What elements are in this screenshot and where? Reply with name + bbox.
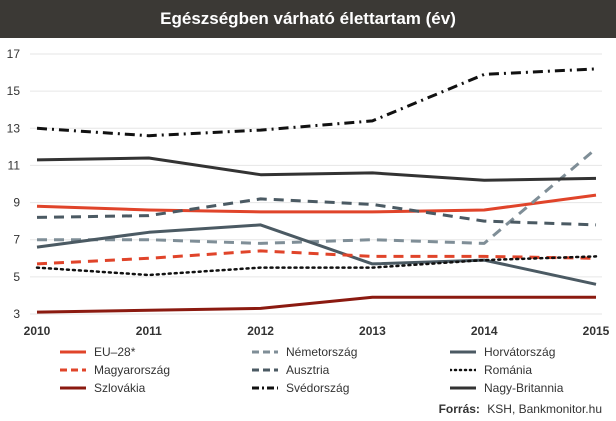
- chart-title-bar: Egészségben várható élettartam (év): [0, 0, 616, 38]
- legend-swatch: [60, 350, 86, 354]
- series-line-8: [36, 67, 597, 138]
- series-line-5: [36, 197, 597, 227]
- x-tick-label: 2010: [24, 324, 51, 338]
- grid-lines: [30, 53, 602, 315]
- legend-label: Németország: [286, 345, 358, 359]
- series-line-4: [36, 249, 597, 266]
- line-chart: 3 5 7 9 11 13 15 17 2010 2011 2012 2013 2014 2015: [7, 47, 610, 338]
- chart-title: Egészségben várható élettartam (év): [160, 9, 456, 28]
- legend-item: Horvátország: [450, 345, 555, 359]
- legend-label: Románia: [484, 363, 533, 377]
- x-tick-label: 2012: [247, 324, 274, 338]
- legend-item: EU–28*: [60, 345, 135, 359]
- y-tick-label: 11: [8, 158, 21, 172]
- legend-item: Németország: [252, 345, 357, 359]
- x-tick-label: 2015: [583, 324, 610, 338]
- y-tick-label: 17: [7, 47, 21, 61]
- x-tick-label: 2014: [471, 324, 498, 338]
- legend: EU–28* Németország Horvátország Magyarorszá…: [0, 345, 616, 400]
- y-tick-label: 13: [7, 121, 21, 135]
- legend-label: Magyarország: [94, 363, 171, 377]
- legend-label: EU–28*: [94, 345, 136, 359]
- y-tick-label: 5: [13, 270, 20, 284]
- legend-item: Svédország: [252, 381, 349, 395]
- legend-label: Horvátország: [484, 345, 556, 359]
- y-tick-label: 3: [13, 307, 20, 321]
- y-tick-label: 9: [13, 196, 20, 210]
- legend-swatch: [252, 350, 278, 354]
- legend-label: Svédország: [286, 381, 350, 395]
- series-line-9: [36, 156, 597, 182]
- legend-swatch: [450, 368, 476, 372]
- source-note: Forrás: KSH, Bankmonitor.hu: [439, 402, 602, 416]
- legend-swatch: [60, 368, 86, 372]
- source-label: Forrás:: [438, 402, 480, 416]
- legend-swatch: [450, 386, 476, 390]
- series-line-2: [37, 147, 597, 245]
- y-axis-ticks: 3 5 7 9 11 13 15 17: [7, 47, 21, 321]
- series-line-1: [36, 193, 597, 214]
- series-lines: [35, 67, 598, 314]
- legend-item: Románia: [450, 363, 532, 377]
- y-tick-label: 15: [7, 84, 21, 98]
- legend-item: Szlovákia: [60, 381, 145, 395]
- legend-label: Szlovákia: [94, 381, 146, 395]
- legend-item: Ausztria: [252, 363, 329, 377]
- legend-swatch: [252, 368, 278, 372]
- y-tick-label: 7: [13, 233, 20, 247]
- legend-label: Nagy-Britannia: [484, 381, 564, 395]
- series-line-7: [36, 295, 596, 314]
- source-text: KSH, Bankmonitor.hu: [487, 402, 602, 416]
- legend-swatch: [252, 386, 278, 390]
- legend-label: Ausztria: [286, 363, 330, 377]
- x-axis-ticks: 2010 2011 2012 2013 2014 2015: [24, 324, 610, 338]
- x-tick-label: 2011: [136, 324, 162, 338]
- legend-swatch: [450, 350, 476, 354]
- legend-item: Magyarország: [60, 363, 170, 377]
- series-line-3: [36, 223, 597, 286]
- x-tick-label: 2013: [359, 324, 386, 338]
- legend-item: Nagy-Britannia: [450, 381, 563, 395]
- legend-swatch: [60, 386, 86, 390]
